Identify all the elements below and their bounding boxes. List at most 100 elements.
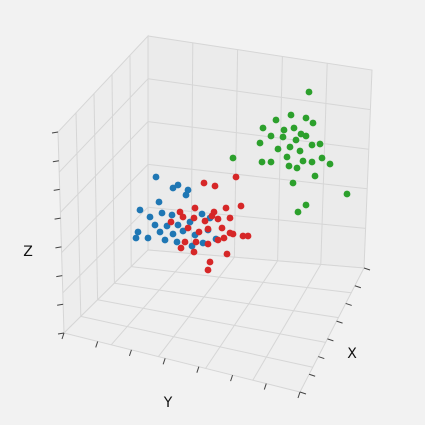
x-tick — [363, 267, 371, 271]
z-tick — [57, 303, 64, 306]
scatter-point — [286, 143, 294, 151]
scatter-point — [214, 215, 222, 223]
y-tick — [230, 374, 234, 382]
scatter-point — [214, 236, 222, 244]
scatter-point — [309, 119, 317, 127]
scatter-point — [226, 229, 234, 237]
grid-line — [93, 93, 99, 300]
grid-line — [147, 206, 366, 229]
scatter-point — [287, 111, 295, 119]
grid-line — [147, 121, 369, 150]
scatter-point — [305, 88, 313, 96]
scatter-point — [220, 234, 228, 242]
grid-line — [75, 112, 82, 317]
grid-line — [110, 253, 192, 346]
grid-line — [158, 256, 235, 357]
scatter-point — [200, 179, 208, 187]
scatter-point — [296, 147, 304, 155]
scatter-point — [279, 133, 287, 141]
scatter-point — [311, 172, 319, 180]
grid-line — [277, 56, 283, 261]
scatter-point — [195, 228, 203, 236]
scatter-point — [152, 173, 160, 181]
z-tick — [54, 217, 61, 220]
y-tick — [297, 391, 301, 399]
scatter-point — [156, 228, 164, 236]
scatter-point — [343, 190, 351, 198]
y-tick — [162, 358, 166, 365]
grid-line — [60, 121, 149, 213]
y-tick — [95, 341, 99, 348]
scatter-point — [290, 124, 298, 132]
scatter-point — [198, 210, 206, 218]
grid-line — [61, 164, 149, 253]
scatter-point — [176, 208, 184, 216]
scatter-point — [274, 145, 282, 153]
scatter-point — [308, 141, 316, 149]
x-tick — [354, 285, 362, 289]
grid-line — [233, 49, 239, 258]
y-tick — [128, 349, 132, 357]
scatter-point — [179, 213, 187, 221]
scatter-point — [280, 126, 288, 134]
scatter-point — [285, 162, 293, 170]
scatter-point — [204, 225, 212, 233]
scatter-point — [229, 154, 237, 162]
scatter-point — [302, 114, 310, 122]
grid-line — [111, 74, 115, 284]
scatter-point — [302, 132, 310, 140]
grid-line — [97, 299, 326, 343]
scatter-point — [184, 224, 192, 232]
scatter-point — [167, 218, 175, 226]
grid-line — [147, 78, 371, 111]
scatter-point — [174, 181, 182, 189]
scatter-point — [206, 258, 214, 266]
scatter-point — [168, 211, 176, 219]
scatter-point — [169, 230, 177, 238]
scatter-point — [226, 214, 234, 222]
scatter-point — [191, 204, 199, 212]
scatter-point — [232, 173, 240, 181]
scatter-point — [158, 209, 166, 217]
scatter-point — [144, 234, 152, 242]
z-axis-label: Z — [23, 244, 33, 260]
scatter-point — [182, 191, 190, 199]
scatter-point — [208, 212, 216, 220]
data-points — [132, 88, 351, 274]
scatter-point — [272, 116, 280, 124]
axis-ticks — [51, 131, 371, 399]
scatter-point — [326, 160, 334, 168]
grid-line — [320, 63, 328, 265]
grid-line — [147, 163, 368, 190]
x-tick — [308, 373, 316, 377]
scatter-point — [177, 244, 185, 252]
scatter-point — [211, 182, 219, 190]
scatter-point — [237, 202, 245, 210]
grid-line — [252, 264, 322, 381]
y-tick — [61, 332, 65, 340]
scatter-point — [316, 140, 324, 148]
scatter-point — [259, 124, 267, 132]
scatter-point — [174, 221, 182, 229]
scatter-point — [223, 250, 231, 258]
scatter-point — [294, 208, 302, 216]
scatter-point — [222, 204, 230, 212]
scatter-point — [204, 240, 212, 248]
scatter-point — [192, 238, 200, 246]
scatter-point — [256, 139, 264, 147]
scatter-point — [134, 228, 142, 236]
z-tick — [53, 188, 60, 191]
grid-line — [58, 78, 149, 173]
scatter-point — [179, 227, 187, 235]
scatter-point — [258, 158, 266, 166]
scatter-point — [201, 217, 209, 225]
z-tick — [57, 332, 65, 335]
scatter-point — [267, 132, 275, 140]
x-tick — [336, 320, 343, 324]
scatter-point — [293, 164, 301, 172]
z-tick — [56, 275, 63, 278]
grid-line — [129, 55, 132, 267]
x-axis-label: X — [347, 346, 357, 362]
